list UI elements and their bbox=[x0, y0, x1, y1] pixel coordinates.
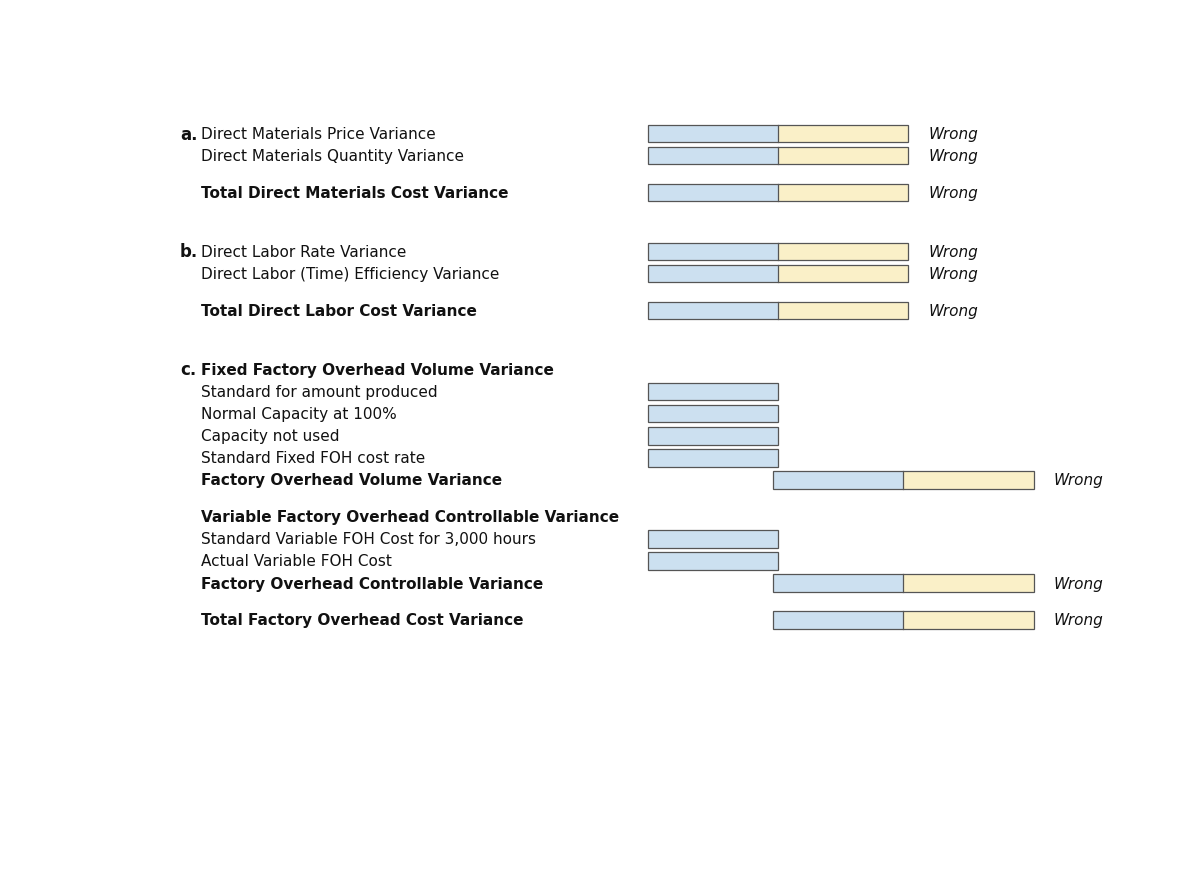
Bar bbox=[648, 553, 778, 570]
Bar bbox=[648, 243, 778, 261]
Bar bbox=[778, 125, 908, 143]
Bar bbox=[904, 472, 1033, 489]
Text: Capacity not used: Capacity not used bbox=[202, 428, 340, 444]
Bar bbox=[648, 184, 908, 202]
Text: Standard Fixed FOH cost rate: Standard Fixed FOH cost rate bbox=[202, 451, 425, 466]
Text: Direct Labor (Time) Efficiency Variance: Direct Labor (Time) Efficiency Variance bbox=[202, 267, 499, 282]
Text: Wrong: Wrong bbox=[929, 149, 978, 164]
Text: Standard for amount produced: Standard for amount produced bbox=[202, 384, 438, 400]
Bar bbox=[778, 302, 908, 320]
Bar bbox=[648, 302, 908, 320]
Bar bbox=[648, 265, 908, 283]
Bar bbox=[773, 612, 904, 629]
Text: Total Direct Labor Cost Variance: Total Direct Labor Cost Variance bbox=[202, 303, 478, 319]
Bar bbox=[778, 148, 908, 165]
Bar bbox=[648, 148, 778, 165]
Bar bbox=[648, 383, 778, 401]
Text: Wrong: Wrong bbox=[929, 186, 978, 201]
Text: Direct Materials Quantity Variance: Direct Materials Quantity Variance bbox=[202, 149, 464, 164]
Text: Factory Overhead Controllable Variance: Factory Overhead Controllable Variance bbox=[202, 576, 544, 591]
Bar bbox=[904, 574, 1033, 592]
Bar bbox=[648, 148, 908, 165]
Bar bbox=[648, 405, 778, 423]
Text: Wrong: Wrong bbox=[929, 245, 978, 260]
Text: b.: b. bbox=[180, 243, 198, 262]
Bar bbox=[778, 265, 908, 283]
Bar bbox=[648, 184, 778, 202]
Text: Normal Capacity at 100%: Normal Capacity at 100% bbox=[202, 407, 397, 421]
Text: Variable Factory Overhead Controllable Variance: Variable Factory Overhead Controllable V… bbox=[202, 509, 619, 525]
Bar bbox=[773, 574, 1033, 592]
Text: c.: c. bbox=[180, 361, 196, 379]
Bar bbox=[648, 530, 778, 548]
Bar bbox=[648, 125, 908, 143]
Text: Wrong: Wrong bbox=[929, 127, 978, 142]
Text: Direct Labor Rate Variance: Direct Labor Rate Variance bbox=[202, 245, 407, 260]
Text: Wrong: Wrong bbox=[929, 303, 978, 319]
Text: Standard Variable FOH Cost for 3,000 hours: Standard Variable FOH Cost for 3,000 hou… bbox=[202, 532, 536, 547]
Text: Direct Materials Price Variance: Direct Materials Price Variance bbox=[202, 127, 436, 142]
Text: a.: a. bbox=[180, 125, 197, 143]
Bar bbox=[778, 243, 908, 261]
Bar bbox=[648, 428, 778, 445]
Bar bbox=[773, 472, 904, 489]
Text: Wrong: Wrong bbox=[1054, 576, 1104, 591]
Text: Total Direct Materials Cost Variance: Total Direct Materials Cost Variance bbox=[202, 186, 509, 201]
Bar bbox=[773, 574, 904, 592]
Bar bbox=[648, 302, 778, 320]
Text: Factory Overhead Volume Variance: Factory Overhead Volume Variance bbox=[202, 473, 503, 488]
Bar bbox=[648, 449, 778, 467]
Text: Wrong: Wrong bbox=[929, 267, 978, 282]
Bar bbox=[648, 125, 778, 143]
Bar bbox=[778, 184, 908, 202]
Text: Wrong: Wrong bbox=[1054, 613, 1104, 627]
Text: Actual Variable FOH Cost: Actual Variable FOH Cost bbox=[202, 554, 392, 569]
Bar bbox=[648, 243, 908, 261]
Text: Wrong: Wrong bbox=[1054, 473, 1104, 488]
Bar bbox=[904, 612, 1033, 629]
Bar bbox=[773, 472, 1033, 489]
Text: Total Factory Overhead Cost Variance: Total Factory Overhead Cost Variance bbox=[202, 613, 523, 627]
Bar bbox=[648, 265, 778, 283]
Text: Fixed Factory Overhead Volume Variance: Fixed Factory Overhead Volume Variance bbox=[202, 362, 554, 377]
Bar bbox=[773, 612, 1033, 629]
